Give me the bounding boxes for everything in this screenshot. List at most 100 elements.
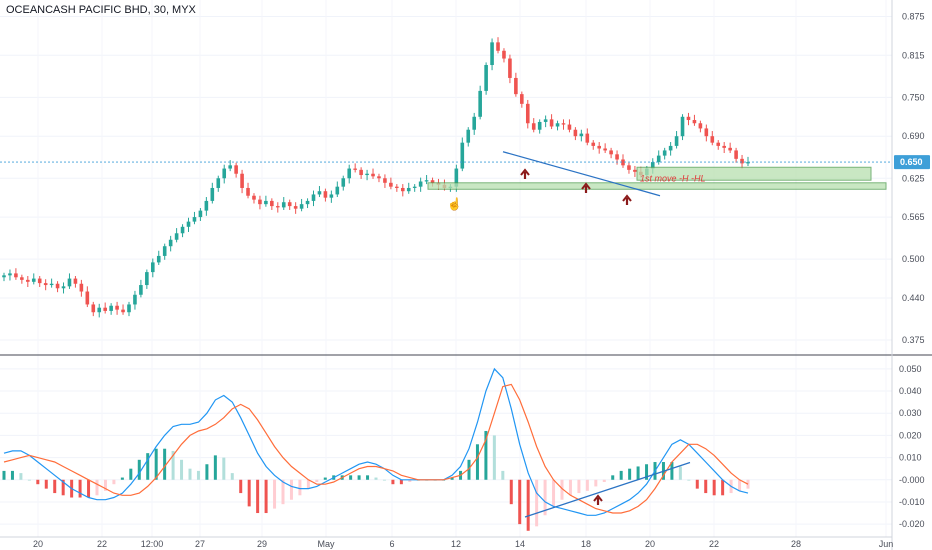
candle-body [460,142,465,169]
candle-body [561,123,566,125]
current-price-badge [894,155,930,170]
candle-body [67,278,72,287]
macd-histogram-bar [180,459,184,480]
candle-body [454,168,459,187]
macd-histogram-bar [10,470,14,480]
macd-histogram-bar [247,479,251,507]
time-tick-label: 12 [451,539,461,549]
macd-histogram-bar [27,479,31,481]
macd-histogram-bar [163,448,167,480]
time-tick-label: 20 [645,539,655,549]
candle-body [579,133,584,137]
candle-body [621,159,625,166]
macd-histogram-bar [628,468,632,480]
candle-body [234,165,238,174]
price-tick-label: 0.690 [902,131,925,141]
candle-body [520,94,524,104]
candle-body [633,169,637,172]
time-tick-label: 12:00 [141,539,164,549]
price-tick-label: 0.875 [902,11,925,21]
macd-tick-label: -0.010 [899,497,925,507]
candle-body [109,305,113,311]
current-price-label: 0.650 [900,157,923,167]
macd-histogram-bar [535,479,539,527]
macd-histogram-bar [289,479,293,500]
macd-histogram-bar [264,479,268,514]
candle-body [627,165,631,170]
macd-tick-label: -0.020 [899,519,925,529]
price-tick-label: 0.565 [902,212,925,222]
macd-histogram-bar [112,479,116,485]
candle-body [168,239,173,247]
macd-line [3,367,749,516]
macd-histogram-bar [87,479,91,498]
macd-tick-label: 0.040 [899,386,922,396]
macd-tick-label: 0.020 [899,430,922,440]
pointer-icon: ☝ [447,196,462,211]
chart-title: OCEANCASH PACIFIC BHD, 30, MYX [6,4,196,16]
macd-histogram-bar [585,479,589,491]
candle-body [603,148,607,151]
candle-body [287,202,292,207]
macd-tick-label: 0.030 [899,408,922,418]
candle-body [14,273,18,278]
macd-histogram-bar [154,448,158,480]
macd-histogram-bar [391,479,395,485]
candle-body [335,186,340,195]
candle-body [484,65,488,91]
macd-pane[interactable] [2,367,750,531]
candle-body [329,194,334,198]
macd-histogram-bar [636,466,640,480]
macd-histogram-bar [670,462,674,480]
price-tick-label: 0.750 [902,92,925,102]
macd-histogram-bar [484,430,488,480]
macd-histogram-bar [687,479,691,481]
macd-histogram-bar [129,468,133,480]
macd-histogram-bar [560,479,564,500]
macd-histogram-bar [19,473,23,480]
candle-body [371,173,375,177]
candle-body [478,90,482,117]
candle-body [555,123,560,127]
macd-histogram-bar [695,479,699,489]
candle-body [127,304,131,313]
macd-histogram-bar [281,479,285,505]
candle-body [204,200,209,211]
candle-body [502,50,506,59]
macd-histogram-bar [518,479,522,525]
support-zone [636,166,872,181]
macd-histogram-bar [712,479,716,496]
candle-body [2,275,6,278]
candle-body [377,176,381,179]
macd-histogram-bar [543,479,547,516]
candle-body [609,150,613,155]
candle-body [406,187,411,192]
candle-body [514,77,518,95]
macd-histogram-bar [738,479,742,491]
macd-tick-label: -0.000 [899,475,925,485]
candle-body [156,255,161,263]
macd-histogram-bar [273,479,277,509]
candle-body [258,199,262,205]
candle-body [305,200,310,205]
macd-histogram-bar [399,479,403,485]
signal-line [3,383,749,514]
macd-histogram-bar [594,479,598,487]
price-pane[interactable]: 1st move -H -HL ☝ [0,37,892,318]
candle-body [525,103,530,124]
candle-body [662,150,667,156]
candle-body [549,119,554,127]
macd-histogram-bar [467,459,471,480]
candle-body [162,246,167,256]
time-tick-label: 27 [195,539,205,549]
candle-body [704,128,709,137]
candle-body [400,187,405,192]
candle-body [49,283,54,286]
candle-body [270,200,274,207]
candle-body [73,278,78,284]
macd-histogram-bar [103,479,107,491]
macd-tick-label: 0.050 [899,364,922,374]
candle-body [264,200,268,205]
